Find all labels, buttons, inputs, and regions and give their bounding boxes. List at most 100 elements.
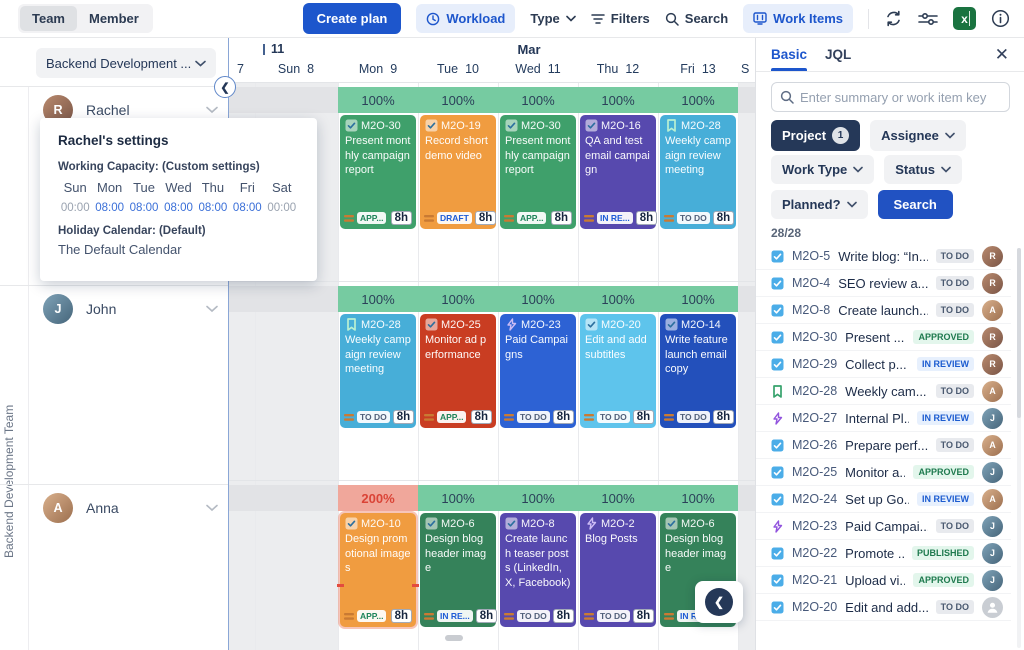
create-plan-button[interactable]: Create plan xyxy=(302,3,402,34)
collapse-sidebar-button[interactable]: ❮ xyxy=(214,76,236,98)
work-item-card-m2o-19[interactable]: M2O-19 Record short demo video DRAFT 8h xyxy=(420,115,497,229)
work-item-card-m2o-20[interactable]: M2O-20 Edit and add subtitles TO DO 8h xyxy=(580,314,656,428)
chevron-down-icon[interactable] xyxy=(206,504,218,512)
horizontal-scrollbar[interactable] xyxy=(445,635,463,641)
planned-filter-chip[interactable]: Planned? xyxy=(771,190,868,219)
capacity-cell[interactable]: 100% xyxy=(418,87,498,113)
vertical-scrollbar[interactable] xyxy=(1017,248,1021,648)
capacity-cell[interactable]: 100% xyxy=(658,87,738,113)
info-icon[interactable] xyxy=(991,9,1010,28)
summary-search-field[interactable] xyxy=(771,82,1010,112)
capacity-cell[interactable]: 100% xyxy=(338,286,418,312)
item-summary: Promote ... xyxy=(845,545,904,561)
capacity-cell[interactable]: 100% xyxy=(578,286,658,312)
capacity-cell[interactable]: 100% xyxy=(418,485,498,511)
work-item-card-m2o-30[interactable]: M2O-30 Present monthly campaign report APP… xyxy=(500,115,576,229)
member-header[interactable]: A Anna xyxy=(29,485,228,523)
work-type-filter-chip[interactable]: Work Type xyxy=(771,155,875,184)
priority-medium-icon xyxy=(504,612,514,621)
work-item-row-m2o-24[interactable]: M2O-24 Set up Go... IN REVIEW A xyxy=(756,486,1011,513)
tooltip-title: Rachel's settings xyxy=(58,133,169,148)
capacity-cell[interactable]: 100% xyxy=(658,485,738,511)
capacity-cell[interactable]: 100% xyxy=(578,87,658,113)
member-header[interactable]: J John xyxy=(29,286,228,324)
avatar: J xyxy=(982,461,1003,483)
work-item-card-m2o-10[interactable]: M2O-10 Design promotional images APP... 8h xyxy=(337,513,419,627)
tab-team[interactable]: Team xyxy=(20,6,77,31)
item-summary: Paid Campai... xyxy=(845,518,928,534)
member-row-anna: A Anna xyxy=(0,484,228,650)
chevron-down-icon[interactable] xyxy=(206,106,218,114)
work-item-card-m2o-28[interactable]: M2O-28 Weekly campaign review meeting TO D… xyxy=(660,115,736,229)
work-item-card-m2o-28[interactable]: M2O-28 Weekly campaign review meeting TO D… xyxy=(340,314,416,428)
search-button-toolbar[interactable]: Search xyxy=(665,11,728,26)
work-item-row-m2o-30[interactable]: M2O-30 Present ... APPROVED R xyxy=(756,324,1011,351)
card-key: M2O-8 xyxy=(521,517,555,530)
avatar: R xyxy=(982,272,1003,294)
filter-icon xyxy=(591,13,605,25)
work-item-row-m2o-5[interactable]: M2O-5 Write blog: “In... TO DO R xyxy=(756,243,1011,270)
capacity-cell[interactable]: 100% xyxy=(498,485,578,511)
work-item-row-m2o-22[interactable]: M2O-22 Promote ... PUBLISHED J xyxy=(756,540,1011,567)
search-submit-button[interactable]: Search xyxy=(877,190,953,219)
type-dropdown[interactable]: Type xyxy=(530,11,576,26)
card-status-badge: TO DO xyxy=(677,212,710,224)
capacity-cell[interactable]: 100% xyxy=(498,286,578,312)
work-item-row-m2o-8[interactable]: M2O-8 Create launch... TO DO A xyxy=(756,297,1011,324)
card-hours: 8h xyxy=(474,211,497,225)
work-item-row-m2o-21[interactable]: M2O-21 Upload vi... APPROVED J xyxy=(756,567,1011,594)
pane-divider[interactable] xyxy=(228,38,229,650)
work-item-card-m2o-25[interactable]: M2O-25 Monitor ad performance APP... 8h xyxy=(420,314,496,428)
capacity-cell[interactable]: 100% xyxy=(418,286,498,312)
work-item-card-m2o-16[interactable]: M2O-16 QA and test email campaign IN RE...… xyxy=(580,115,658,229)
item-summary: Internal Pl... xyxy=(845,410,909,426)
day-label: Thu 12 xyxy=(596,62,640,76)
filters-button[interactable]: Filters xyxy=(591,11,650,26)
workload-button[interactable]: Workload xyxy=(416,4,516,33)
capacity-cell[interactable]: 100% xyxy=(578,485,658,511)
chevron-down-icon[interactable] xyxy=(206,305,218,313)
excel-export-icon[interactable]: x xyxy=(953,7,976,30)
work-item-row-m2o-20[interactable]: M2O-20 Edit and add... TO DO xyxy=(756,594,1011,621)
schedule-row-anna: 200% 100% 100% 100% 100% M2O-10 Design promoti… xyxy=(229,480,755,650)
settings-sliders-icon[interactable] xyxy=(918,11,938,27)
status-filter-chip[interactable]: Status xyxy=(884,155,962,184)
work-item-card-m2o-8[interactable]: M2O-8 Create launch teaser posts (LinkedI… xyxy=(500,513,576,627)
tab-basic[interactable]: Basic xyxy=(771,38,808,71)
work-item-card-m2o-30[interactable]: M2O-30 Present monthly campaign report APP… xyxy=(340,115,416,229)
work-items-button[interactable]: Work Items xyxy=(743,4,853,33)
work-item-row-m2o-26[interactable]: M2O-26 Prepare perf... TO DO A xyxy=(756,432,1011,459)
capacity-cell[interactable]: 100% xyxy=(338,87,418,113)
team-selector-dropdown[interactable]: Backend Development ... xyxy=(36,48,216,78)
close-icon[interactable]: ✕ xyxy=(994,44,1009,64)
priority-medium-icon xyxy=(344,612,354,621)
work-item-card-m2o-23[interactable]: M2O-23 Paid Campaigns TO DO 8h xyxy=(500,314,576,428)
work-item-row-m2o-25[interactable]: M2O-25 Monitor a... APPROVED J xyxy=(756,459,1011,486)
work-item-row-m2o-27[interactable]: M2O-27 Internal Pl... IN REVIEW J xyxy=(756,405,1011,432)
work-item-row-m2o-4[interactable]: M2O-4 SEO review a... TO DO R xyxy=(756,270,1011,297)
avatar: R xyxy=(982,353,1003,375)
capacity-cell[interactable]: 200% xyxy=(338,485,418,511)
capacity-cell[interactable]: 100% xyxy=(658,286,738,312)
card-hours: 8h xyxy=(470,410,492,424)
capacity-hour: 00:00 xyxy=(267,202,297,214)
assignee-filter-chip[interactable]: Assignee xyxy=(870,120,966,151)
search-icon xyxy=(780,90,794,104)
schedule-row-rachel: 100% 100% 100% 100% 100% M2O-30 Present monthl… xyxy=(229,82,755,281)
tab-member[interactable]: Member xyxy=(77,6,151,31)
tab-jql[interactable]: JQL xyxy=(825,38,851,71)
work-item-row-m2o-28[interactable]: M2O-28 Weekly cam... TO DO A xyxy=(756,378,1011,405)
work-item-row-m2o-23[interactable]: M2O-23 Paid Campai... TO DO J xyxy=(756,513,1011,540)
capacity-cell-weekend xyxy=(229,87,338,113)
capacity-cell[interactable]: 100% xyxy=(498,87,578,113)
work-item-card-m2o-14[interactable]: M2O-14 Write feature launch email copy TO … xyxy=(660,314,736,428)
item-key: M2O-22 xyxy=(792,546,838,560)
sync-icon[interactable] xyxy=(884,9,903,28)
work-item-row-m2o-29[interactable]: M2O-29 Collect p... IN REVIEW R xyxy=(756,351,1011,378)
project-filter-chip[interactable]: Project 1 xyxy=(771,120,861,151)
collapse-panel-button[interactable]: ❮ xyxy=(695,581,743,623)
work-item-card-m2o-6[interactable]: M2O-6 Design blog header image IN RE...8h xyxy=(420,513,498,627)
capacity-day: Thu xyxy=(201,180,225,195)
work-item-card-m2o-2[interactable]: M2O-2 Blog Posts TO DO 8h xyxy=(580,513,656,627)
search-input[interactable] xyxy=(800,89,1001,105)
